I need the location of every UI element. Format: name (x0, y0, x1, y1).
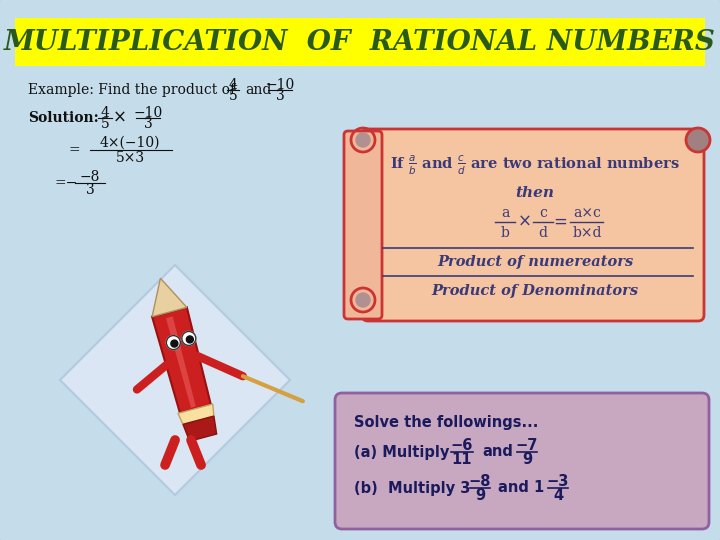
Text: −10: −10 (266, 78, 294, 92)
Text: 3: 3 (276, 89, 284, 103)
Polygon shape (183, 416, 217, 441)
Text: c: c (539, 206, 547, 220)
Text: 4: 4 (553, 489, 563, 503)
Text: b: b (500, 226, 510, 240)
Text: 9: 9 (522, 453, 532, 468)
Circle shape (166, 335, 181, 349)
Text: 4: 4 (228, 78, 238, 92)
Text: a×c: a×c (573, 206, 601, 220)
Circle shape (356, 293, 370, 307)
Text: Example: Find the product of: Example: Find the product of (28, 83, 235, 97)
Text: d: d (539, 226, 547, 240)
Text: −6: −6 (451, 437, 473, 453)
Text: b×d: b×d (572, 226, 602, 240)
Text: Solution:: Solution: (28, 111, 99, 125)
Text: a: a (501, 206, 509, 220)
Text: 5×3: 5×3 (115, 151, 145, 165)
Text: and: and (482, 444, 513, 460)
Text: (b)  Multiply 3: (b) Multiply 3 (354, 481, 470, 496)
Text: 5: 5 (101, 117, 109, 131)
Text: 9: 9 (475, 489, 485, 503)
FancyBboxPatch shape (335, 393, 709, 529)
Polygon shape (60, 265, 290, 495)
Text: 3: 3 (143, 117, 153, 131)
Text: 4: 4 (101, 106, 109, 120)
Text: then: then (516, 186, 554, 200)
Text: 5: 5 (229, 89, 238, 103)
Text: −8: −8 (469, 474, 491, 489)
Text: Solve the followings...: Solve the followings... (354, 415, 539, 429)
Circle shape (186, 336, 194, 343)
Text: −3: −3 (546, 474, 570, 489)
Polygon shape (166, 316, 196, 408)
Circle shape (171, 340, 178, 347)
FancyBboxPatch shape (362, 129, 704, 321)
Text: 3: 3 (86, 183, 94, 197)
Circle shape (356, 133, 370, 147)
FancyBboxPatch shape (344, 131, 382, 319)
Circle shape (686, 128, 710, 152)
Text: Product of Denominators: Product of Denominators (431, 284, 639, 298)
Text: ×: × (113, 109, 127, 127)
FancyBboxPatch shape (15, 18, 705, 66)
Text: =: = (68, 143, 80, 157)
Text: =: = (553, 213, 567, 231)
Text: 11: 11 (451, 453, 472, 468)
Text: 4×(−10): 4×(−10) (100, 136, 161, 150)
Text: ×: × (518, 213, 532, 231)
Polygon shape (152, 307, 211, 413)
Circle shape (182, 332, 196, 346)
Text: and: and (245, 83, 271, 97)
Text: Product of numereators: Product of numereators (437, 255, 633, 269)
Text: MULTIPLICATION  OF  RATIONAL NUMBERS: MULTIPLICATION OF RATIONAL NUMBERS (4, 29, 716, 56)
Polygon shape (152, 278, 187, 316)
Text: −7: −7 (516, 437, 538, 453)
Text: −10: −10 (133, 106, 163, 120)
Text: (a) Multiply: (a) Multiply (354, 444, 449, 460)
Polygon shape (178, 404, 214, 424)
Text: and 1: and 1 (498, 481, 544, 496)
Text: If $\frac{a}{b}$ and $\frac{c}{d}$ are two rational numbers: If $\frac{a}{b}$ and $\frac{c}{d}$ are t… (390, 153, 680, 177)
Text: =−: =− (55, 176, 78, 190)
Text: −8: −8 (80, 170, 100, 184)
